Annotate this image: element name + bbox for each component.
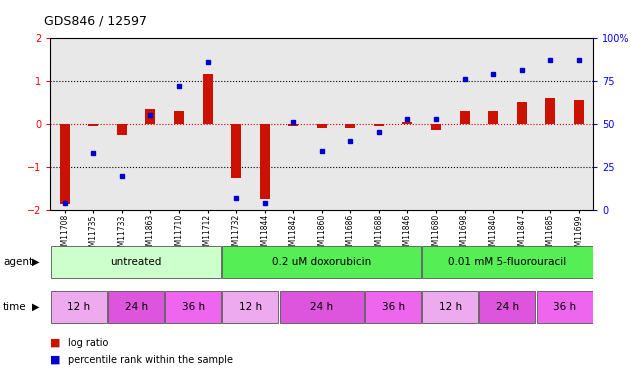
Bar [317, 124, 327, 128]
Bar [336, 38, 365, 210]
Bar [365, 38, 393, 210]
Bar [108, 291, 164, 322]
Bar [422, 246, 593, 278]
Bar [422, 291, 478, 322]
Bar [193, 38, 222, 210]
Text: untreated: untreated [110, 256, 162, 267]
Text: ▶: ▶ [32, 302, 39, 312]
Bar [393, 38, 422, 210]
Bar [88, 124, 98, 126]
Bar [222, 291, 278, 322]
Text: agent: agent [3, 256, 33, 267]
Text: ■: ■ [50, 355, 61, 365]
Bar [403, 122, 413, 124]
Bar [365, 291, 422, 322]
Bar [146, 109, 155, 124]
Text: ▶: ▶ [32, 256, 39, 267]
Bar [165, 38, 193, 210]
Text: 12 h: 12 h [68, 302, 91, 312]
Text: 24 h: 24 h [496, 302, 519, 312]
Bar [203, 74, 213, 124]
Bar [536, 291, 593, 322]
Bar [165, 291, 221, 322]
Bar [51, 246, 221, 278]
Bar [231, 124, 241, 178]
Text: 24 h: 24 h [124, 302, 148, 312]
Text: 0.2 uM doxorubicin: 0.2 uM doxorubicin [272, 256, 372, 267]
Text: 12 h: 12 h [239, 302, 262, 312]
Bar [345, 124, 355, 128]
Bar [280, 291, 364, 322]
Bar [108, 38, 136, 210]
Bar [174, 111, 184, 124]
Bar [451, 38, 479, 210]
Bar [374, 124, 384, 126]
Bar [117, 124, 127, 135]
Bar [574, 100, 584, 124]
Bar [507, 38, 536, 210]
Text: 36 h: 36 h [382, 302, 404, 312]
Bar [459, 111, 469, 124]
Text: 12 h: 12 h [439, 302, 462, 312]
Text: 36 h: 36 h [182, 302, 205, 312]
Text: 24 h: 24 h [310, 302, 333, 312]
Bar [431, 124, 441, 130]
Bar [480, 291, 536, 322]
Bar [288, 124, 298, 126]
Bar [565, 38, 593, 210]
Bar [60, 124, 70, 204]
Bar [422, 38, 451, 210]
Bar [260, 124, 269, 199]
Bar [479, 38, 507, 210]
Bar [488, 111, 498, 124]
Text: 36 h: 36 h [553, 302, 576, 312]
Bar [536, 38, 565, 210]
Bar [251, 38, 279, 210]
Bar [517, 102, 527, 124]
Bar [51, 291, 107, 322]
Bar [79, 38, 108, 210]
Text: log ratio: log ratio [68, 338, 109, 348]
Bar [50, 38, 79, 210]
Bar [279, 38, 307, 210]
Text: GDS846 / 12597: GDS846 / 12597 [44, 15, 147, 28]
Bar [222, 38, 251, 210]
Bar [136, 38, 165, 210]
Text: 0.01 mM 5-fluorouracil: 0.01 mM 5-fluorouracil [449, 256, 567, 267]
Bar [545, 98, 555, 124]
Text: percentile rank within the sample: percentile rank within the sample [68, 355, 233, 365]
Text: time: time [3, 302, 27, 312]
Bar [222, 246, 422, 278]
Text: ■: ■ [50, 338, 61, 348]
Bar [307, 38, 336, 210]
